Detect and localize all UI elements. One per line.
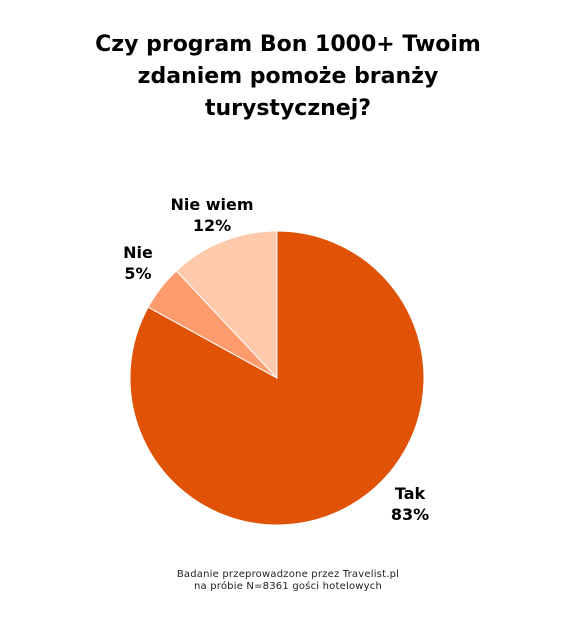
slice-label-nie-wiem-name: Nie wiem [170,195,254,214]
pie-slices [129,230,425,526]
survey-footnote: Badanie przeprowadzone przez Travelist.p… [88,569,488,593]
slice-label-nie-value: 5% [124,264,152,283]
slice-label-nie-wiem-value: 12% [192,216,232,235]
pie-slice-nie-wiem [175,230,278,380]
chart-title-line-3: turystycznej? [204,96,372,121]
slice-label-nie-wiem: Nie wiem 12% [162,194,262,236]
chart-title: Czy program Bon 1000+ Twoim zdaniem pomo… [38,29,538,125]
slice-label-nie-name: Nie [123,243,153,262]
slice-label-tak: Tak 83% [385,483,435,525]
survey-footnote-line-1: Badanie przeprowadzone przez Travelist.p… [176,569,400,580]
survey-footnote-line-2: na próbie N=8361 gości hotelowych [193,581,383,592]
chart-title-line-2: zdaniem pomoże branży [137,64,439,89]
chart-title-line-1: Czy program Bon 1000+ Twoim [95,32,481,57]
slice-label-tak-name: Tak [394,484,426,503]
slice-label-nie: Nie 5% [116,242,160,284]
slice-label-tak-value: 83% [390,505,430,524]
